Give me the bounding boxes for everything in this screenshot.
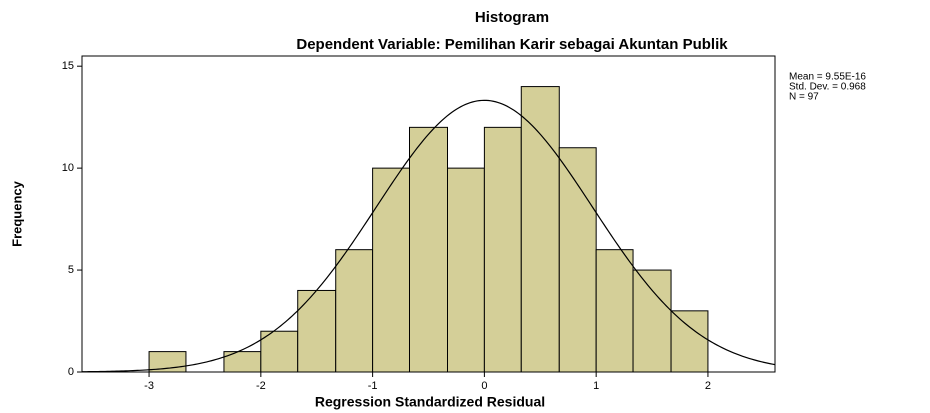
- bar: [558, 147, 597, 373]
- bar: [520, 86, 560, 373]
- bar: [670, 310, 709, 373]
- stats-label: Mean = 9.55E-16: [789, 72, 866, 83]
- bar: [483, 126, 522, 373]
- y-tick-label: 0: [68, 366, 74, 378]
- bar: [335, 249, 374, 373]
- bar: [632, 269, 672, 373]
- y-axis-label: Frequency: [9, 180, 24, 247]
- x-tick-label: -1: [368, 380, 378, 392]
- x-tick-label: 1: [593, 380, 599, 392]
- x-tick-label: -2: [256, 380, 266, 392]
- x-tick-label: -3: [144, 380, 154, 392]
- bar: [408, 126, 449, 373]
- y-tick-label: 10: [62, 162, 74, 174]
- y-tick-label: 5: [68, 264, 74, 276]
- normal-curve: [81, 99, 776, 373]
- bar: [372, 167, 410, 373]
- bar: [297, 289, 337, 373]
- y-tick-label: 15: [62, 60, 74, 72]
- stats-label: Std. Dev. = 0.968: [789, 82, 866, 93]
- bar: [447, 167, 485, 373]
- bar: [260, 330, 299, 373]
- x-tick-label: 2: [705, 380, 711, 392]
- stats-label: N = 97: [789, 92, 819, 103]
- bar: [595, 249, 634, 373]
- chart-subtitle: Dependent Variable: Pemilihan Karir seba…: [296, 36, 728, 53]
- x-axis-label: Regression Standardized Residual: [315, 394, 545, 410]
- chart-title: Histogram: [475, 9, 549, 26]
- x-tick-label: 0: [481, 380, 487, 392]
